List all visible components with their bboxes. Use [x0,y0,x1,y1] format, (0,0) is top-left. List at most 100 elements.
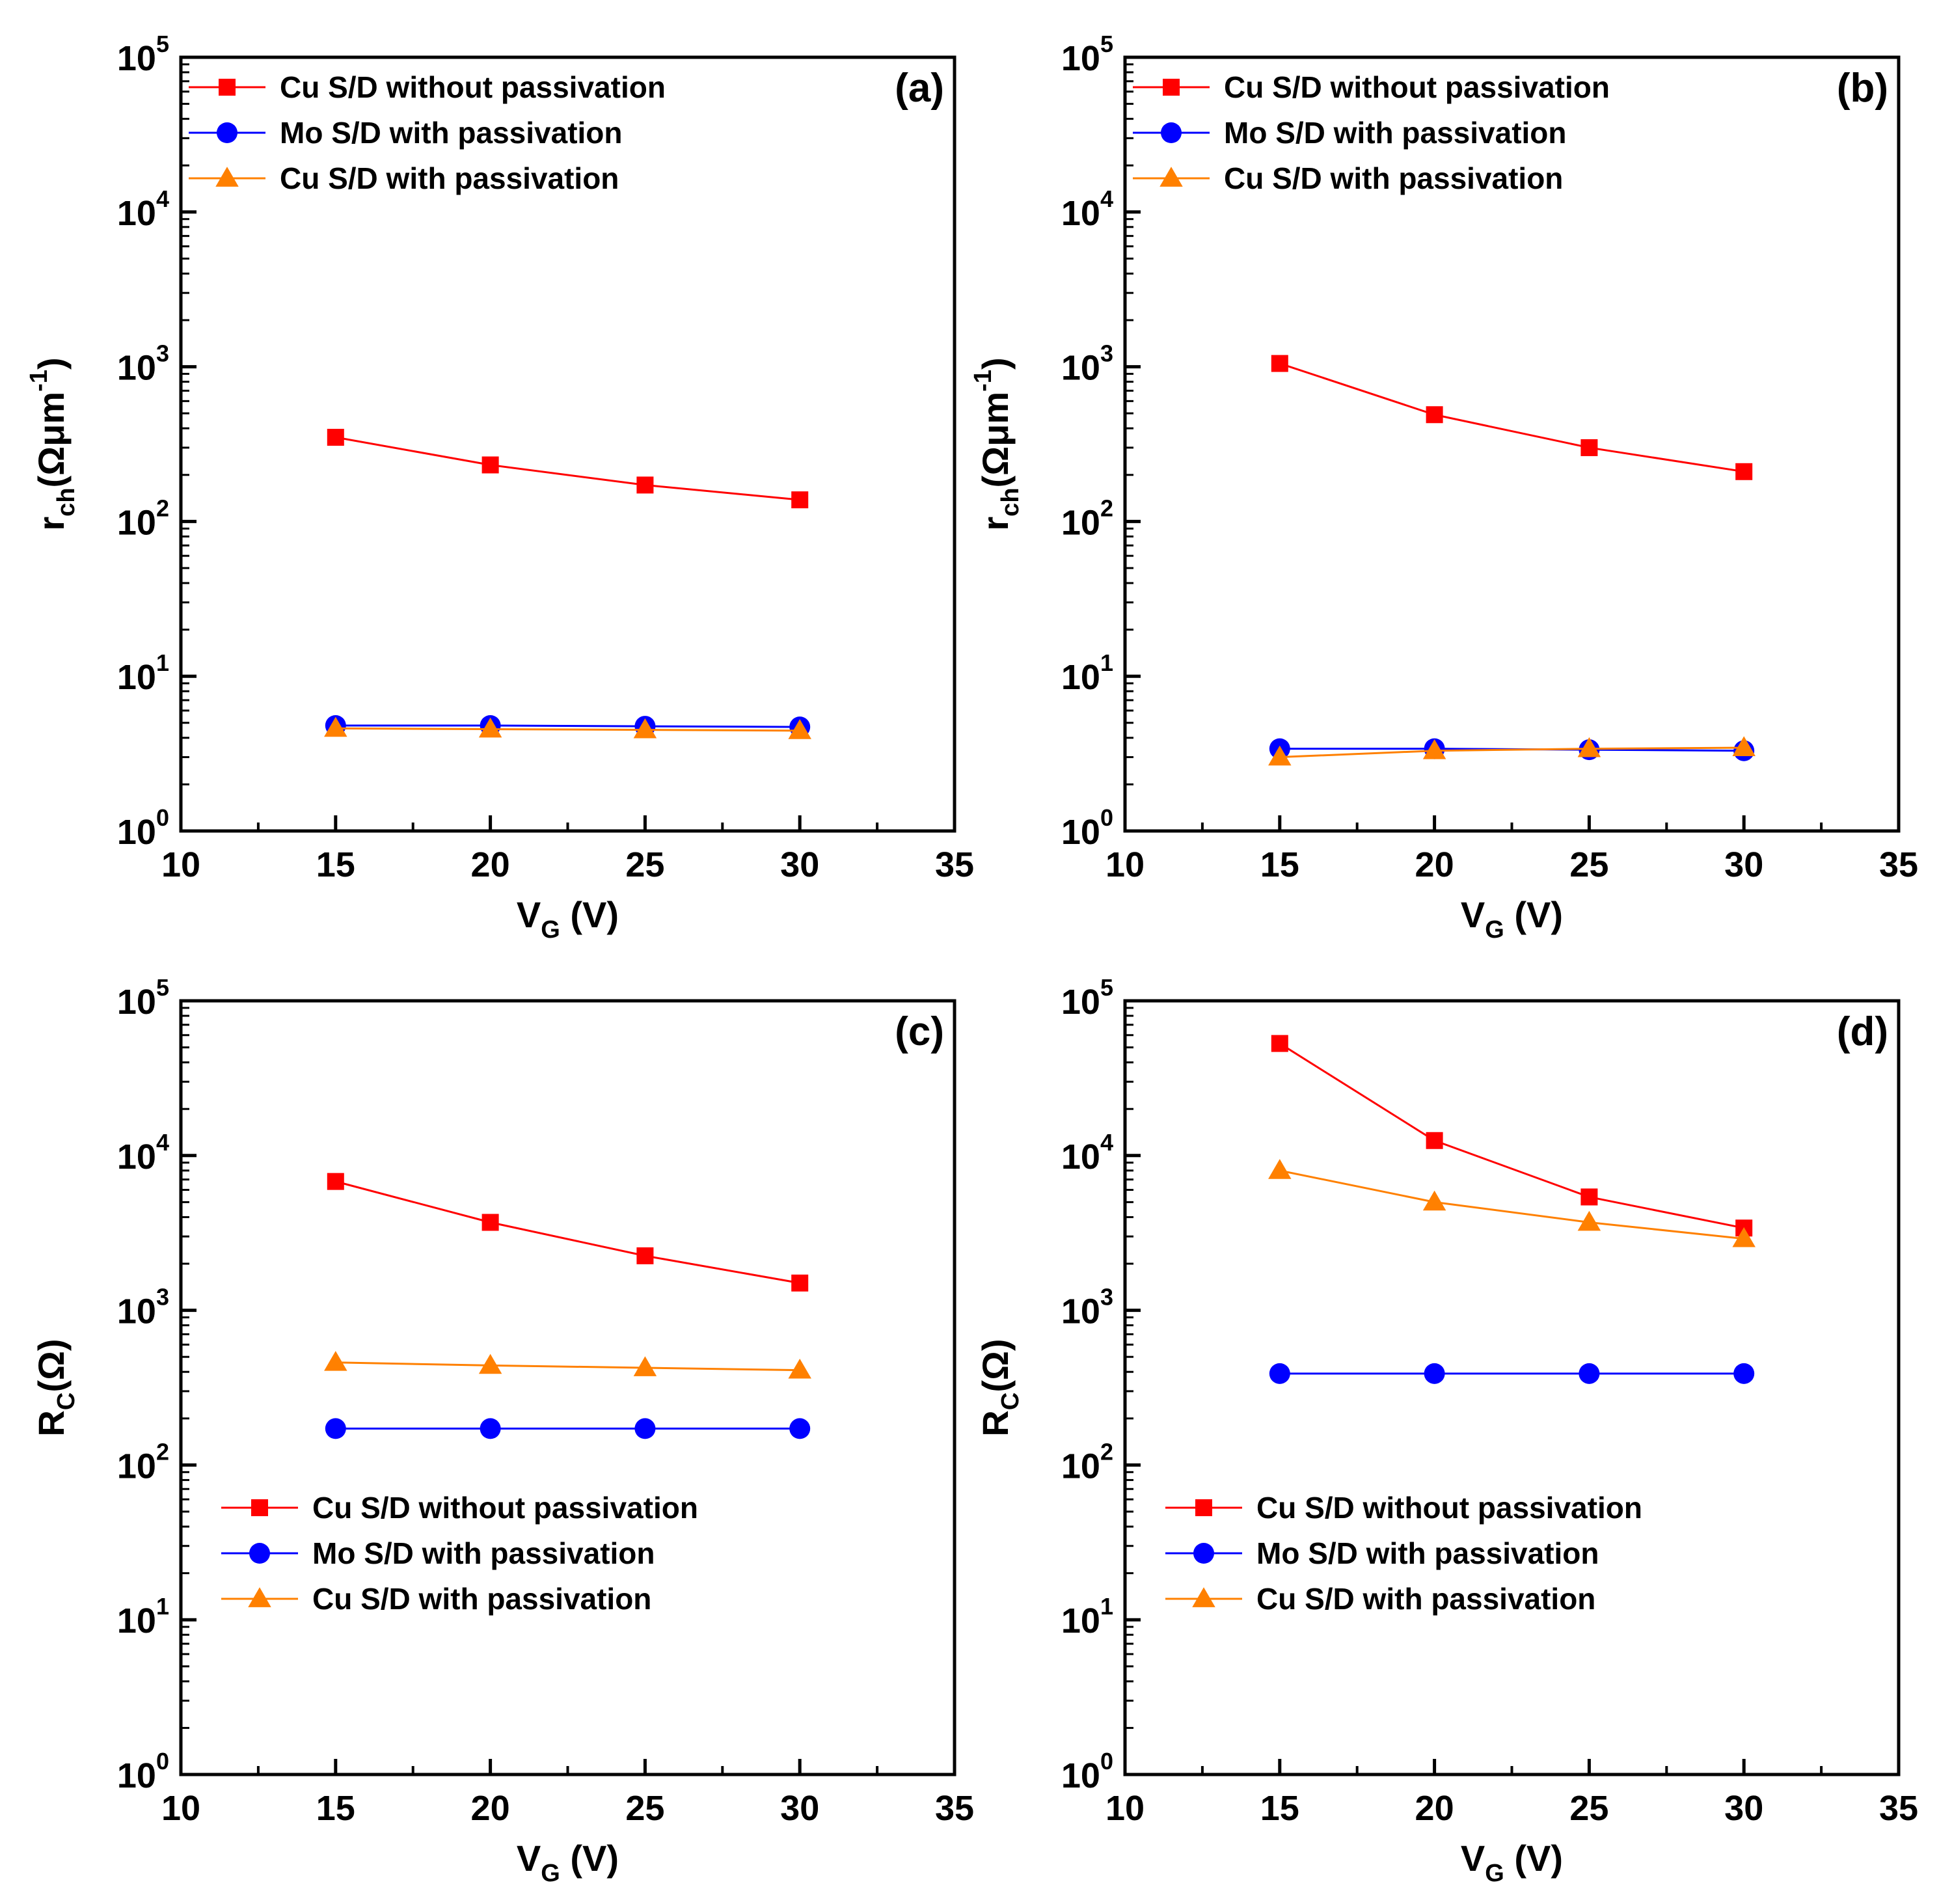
data-point [1271,355,1288,372]
data-point [636,1247,654,1264]
data-point [1268,1159,1292,1179]
x-tick-label: 30 [1724,845,1763,884]
series-square [1271,355,1753,480]
data-point [1268,745,1292,766]
chart-panel-d: 10 15 20 25 30 35 100 101 102 103 104 105 VG (V) RC(Ω… [975,974,1918,1887]
data-point [1422,1190,1446,1211]
series-triangle [1268,736,1756,766]
data-point [478,1353,502,1374]
x-tick-label: 25 [625,845,664,884]
data-point [633,1356,657,1376]
data-point [788,719,811,739]
panel-label: (c) [895,1009,944,1054]
series-line [335,724,800,728]
chart-panel-a: 10 15 20 25 30 35 100 101 102 103 104 105 VG (V) rch(… [25,31,974,944]
legend-item: Cu S/D with passivation [1133,161,1563,195]
data-point [481,1214,499,1231]
data-point [327,1173,344,1190]
series-square [1271,1035,1753,1237]
y-tick-label: 100 [117,1748,169,1795]
data-point [1735,463,1753,480]
y-tick-label: 101 [1061,1593,1113,1640]
y-tick-label: 100 [117,804,169,852]
legend: Cu S/D without passivation Mo S/D with pa… [1133,70,1610,195]
series-triangle [1268,1159,1756,1247]
series-line [1279,1169,1744,1240]
x-tick-label: 20 [1415,1789,1454,1828]
y-tick-label: 102 [117,495,169,542]
data-point [1271,1035,1288,1052]
data-point [1579,1363,1600,1384]
data-point [1580,1188,1598,1206]
legend-item: Mo S/D with passivation [189,116,623,150]
x-tick-label: 10 [1105,1789,1145,1828]
legend-label: Mo S/D with passivation [280,116,623,150]
data-point [633,718,657,739]
series-line [1279,362,1744,473]
y-tick-label: 105 [117,974,169,1022]
data-point [1732,1227,1756,1247]
legend-item: Cu S/D with passivation [221,1582,651,1616]
data-point [634,1418,656,1439]
panel-label: (a) [895,66,944,111]
series-line [1279,1042,1744,1229]
x-tick-label: 25 [1569,845,1608,884]
x-tick-label: 35 [1879,1789,1918,1828]
y-tick-label: 103 [1061,340,1113,388]
series-line [335,1180,800,1285]
legend-item: Cu S/D without passivation [189,70,666,104]
data-point [1269,1363,1290,1384]
legend-marker [1195,1499,1212,1516]
plot-frame [179,999,956,1776]
legend-marker [1159,167,1183,187]
x-tick-label: 10 [161,1789,200,1828]
legend-label: Cu S/D with passivation [280,161,619,195]
data-point [324,1351,347,1371]
x-tick-label: 25 [625,1789,664,1828]
x-axis-label: VG (V) [517,894,619,944]
legend-label: Mo S/D with passivation [1224,116,1567,150]
x-tick-label: 35 [1879,845,1918,884]
y-tick-label: 102 [117,1438,169,1486]
y-tick-label: 102 [1061,495,1113,542]
y-tick-label: 105 [117,31,169,78]
x-tick-label: 35 [935,845,974,884]
legend-marker [249,1543,270,1564]
panel-label: (b) [1837,66,1888,111]
data-point [788,1358,811,1379]
data-point [480,1418,501,1439]
legend-marker [1192,1587,1215,1607]
legend-marker [215,167,239,187]
series-line [1279,746,1744,759]
series-circle [1269,1363,1755,1384]
x-tick-label: 15 [1260,1789,1299,1828]
legend-marker [1161,122,1182,143]
y-tick-label: 101 [117,649,169,697]
x-axis-label: VG (V) [1461,894,1563,944]
series-square [327,429,809,509]
legend-marker [219,79,236,96]
series-circle [325,1418,811,1439]
plot-frame [1123,999,1901,1776]
y-axis-label: rch(Ωμm-1) [25,357,80,530]
y-tick-label: 105 [1061,31,1113,78]
legend-item: Cu S/D without passivation [1133,70,1610,104]
data-point [481,456,499,474]
data-point [791,491,809,509]
data-point [325,1418,346,1439]
legend-marker [1193,1543,1214,1564]
data-point [327,429,344,446]
legend-label: Cu S/D without passivation [1256,1491,1642,1525]
legend: Cu S/D without passivation Mo S/D with pa… [189,70,666,195]
legend: Cu S/D without passivation Mo S/D with pa… [221,1491,698,1616]
series-line [335,436,800,501]
x-tick-label: 30 [780,845,819,884]
chart-panel-c: 10 15 20 25 30 35 100 101 102 103 104 105 VG (V) RC(Ω… [31,974,974,1887]
x-tick-label: 30 [780,1789,819,1828]
y-tick-label: 103 [117,1284,169,1331]
data-point [636,476,654,494]
y-tick-label: 104 [117,185,169,233]
x-tick-label: 20 [1415,845,1454,884]
y-tick-label: 102 [1061,1438,1113,1486]
